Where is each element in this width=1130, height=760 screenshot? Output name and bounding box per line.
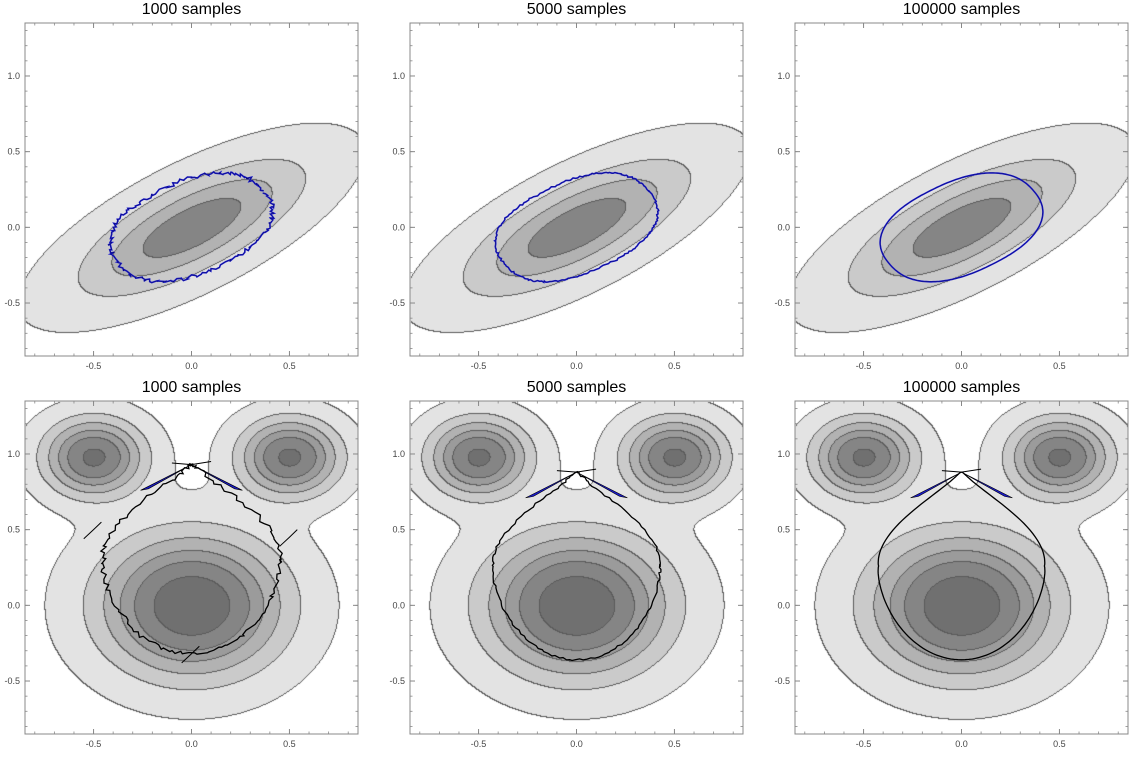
x-tick-label: 0.0 <box>955 739 968 749</box>
cusp-wedge-left <box>140 464 192 491</box>
y-tick-label: 0.0 <box>777 600 790 610</box>
x-tick-label: -0.5 <box>86 739 102 749</box>
y-tick-label: 0.5 <box>777 525 790 535</box>
cusp-wedge-right <box>191 464 243 491</box>
estimated-curve <box>493 171 660 284</box>
x-tick-label: -0.5 <box>856 739 872 749</box>
y-tick-label: 0.5 <box>7 525 20 535</box>
panel-title: 1000 samples <box>142 1 242 18</box>
y-tick-label: 1.0 <box>7 71 20 81</box>
y-tick-label: 1.0 <box>7 449 20 459</box>
y-tick-label: 0.0 <box>7 600 20 610</box>
y-tick-label: -0.5 <box>4 298 20 308</box>
panel-4: -0.5 0.0 0.5 -0.5 0.0 0.5 1.0 1000 samples <box>4 379 359 749</box>
panel-2: -0.5 0.0 0.5 -0.5 0.0 0.5 1.0 5000 samples <box>389 1 744 371</box>
y-tick-label: 0.5 <box>777 147 790 157</box>
contour-estimate-outline <box>494 172 660 283</box>
cusp-wedge-left <box>910 471 962 499</box>
panel-title: 5000 samples <box>527 379 627 396</box>
y-tick-label: -0.5 <box>389 676 405 686</box>
noise-spike-3 <box>181 645 200 664</box>
estimated-curve <box>491 468 662 662</box>
cusp-wedge-right <box>576 471 628 499</box>
x-tick-label: 0.5 <box>1053 739 1066 749</box>
y-tick-label: -0.5 <box>774 676 790 686</box>
density-contours <box>410 23 743 356</box>
cusp-tips <box>171 461 212 466</box>
panel-title: 100000 samples <box>903 1 1020 18</box>
cusp-tips <box>556 468 597 473</box>
y-tick-label: 1.0 <box>777 449 790 459</box>
panel-title: 5000 samples <box>527 1 627 18</box>
y-tick-label: 1.0 <box>392 449 405 459</box>
y-tick-label: 0.0 <box>7 222 20 232</box>
contour-estimate-line <box>99 462 283 655</box>
panel-5: -0.5 0.0 0.5 -0.5 0.0 0.5 1.0 5000 samples <box>389 379 744 749</box>
panel-title: 1000 samples <box>142 379 242 396</box>
x-tick-label: 0.0 <box>570 739 583 749</box>
x-tick-label: 0.5 <box>668 361 681 371</box>
x-tick-label: 0.5 <box>1053 361 1066 371</box>
x-tick-label: 0.5 <box>283 361 296 371</box>
y-tick-label: 0.5 <box>392 147 405 157</box>
contour-estimate-line <box>877 471 1046 661</box>
cusp-tips <box>941 468 982 473</box>
x-tick-label: 0.0 <box>185 739 198 749</box>
estimated-curve <box>107 170 277 284</box>
x-tick-label: -0.5 <box>86 361 102 371</box>
y-tick-label: 0.0 <box>392 222 405 232</box>
x-tick-label: 0.5 <box>668 739 681 749</box>
y-tick-label: -0.5 <box>389 298 405 308</box>
contour-estimate-outline <box>879 172 1044 283</box>
noise-spike-1 <box>83 521 102 540</box>
x-tick-label: -0.5 <box>471 361 487 371</box>
y-tick-label: -0.5 <box>774 298 790 308</box>
y-tick-label: -0.5 <box>4 676 20 686</box>
panel-3: -0.5 0.0 0.5 -0.5 0.0 0.5 1.0 100000 samples <box>774 1 1129 371</box>
y-tick-label: 0.5 <box>7 147 20 157</box>
panel-title: 100000 samples <box>903 379 1020 396</box>
noise-spike-2 <box>279 529 298 547</box>
panel-6: -0.5 0.0 0.5 -0.5 0.0 0.5 1.0 100000 samples <box>774 379 1129 749</box>
density-contours <box>410 401 743 734</box>
cusp-wedge-left <box>525 471 577 499</box>
estimated-curve <box>879 172 1044 283</box>
x-tick-label: -0.5 <box>471 739 487 749</box>
density-contours <box>25 23 358 356</box>
contour-estimate-outline <box>107 171 275 283</box>
x-tick-label: 0.0 <box>185 361 198 371</box>
y-tick-label: 0.5 <box>392 525 405 535</box>
panel-1: -0.5 0.0 0.5 -0.5 0.0 0.5 1.0 1000 samples <box>4 1 359 371</box>
estimated-curve <box>83 461 298 664</box>
density-contours <box>795 401 1128 734</box>
density-contours <box>795 23 1128 356</box>
estimated-curve <box>877 468 1046 661</box>
x-tick-label: 0.5 <box>283 739 296 749</box>
y-tick-label: 1.0 <box>392 71 405 81</box>
y-tick-label: 0.0 <box>392 600 405 610</box>
density-contours <box>25 401 358 734</box>
x-tick-label: -0.5 <box>856 361 872 371</box>
y-tick-label: 0.0 <box>777 222 790 232</box>
y-tick-label: 1.0 <box>777 71 790 81</box>
x-tick-label: 0.0 <box>570 361 583 371</box>
contour-estimate-line <box>491 470 662 662</box>
cusp-wedge-right <box>961 471 1013 499</box>
x-tick-label: 0.0 <box>955 361 968 371</box>
